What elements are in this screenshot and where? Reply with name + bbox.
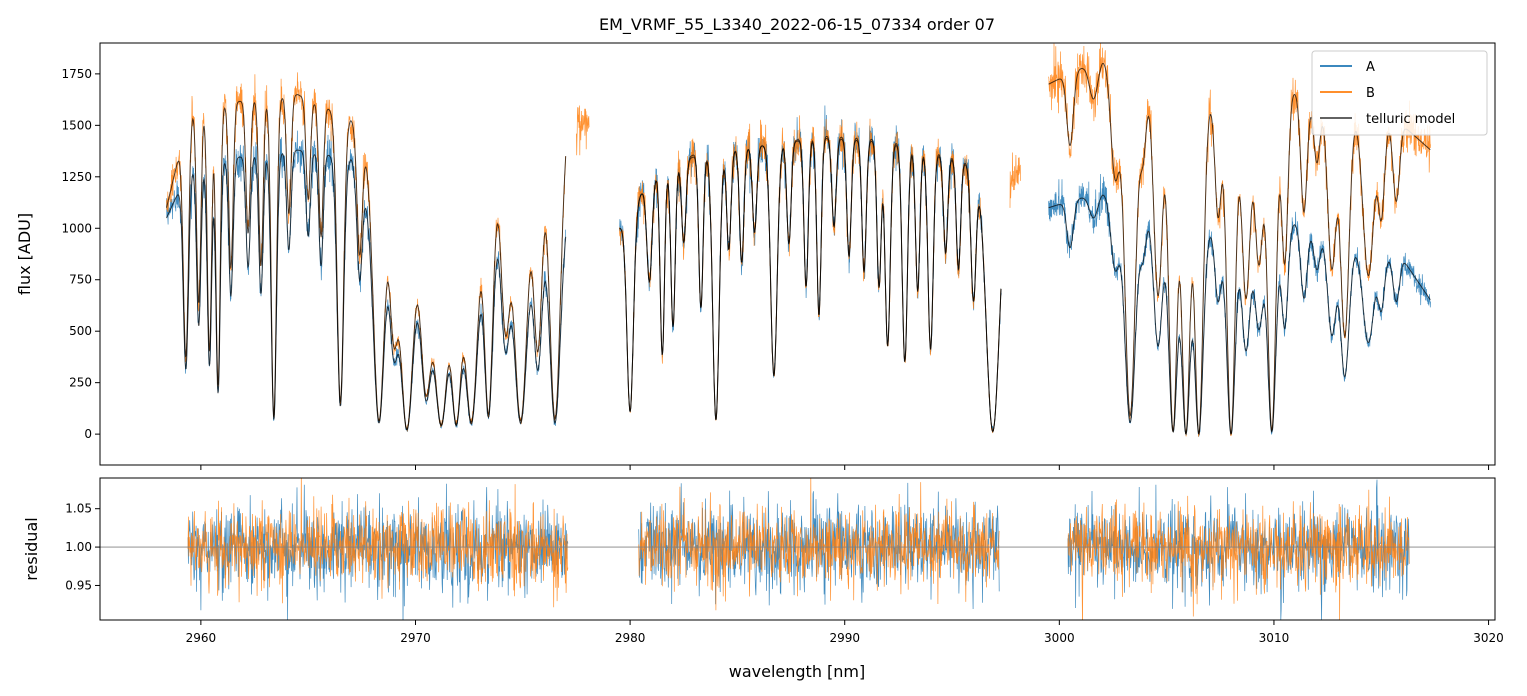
residual-b-segment-1 [638,478,1000,611]
top-y-tick-label-1000: 1000 [61,221,92,235]
bottom-x-tick-label-3000: 3000 [1044,631,1075,645]
series-b-segment-1 [576,105,590,156]
telluric-model-b-segment-4 [1048,63,1431,436]
top-y-ticks: 0 250 500 750 1000 1250 1500 1750 [61,67,100,441]
bottom-x-tick-label-2990: 2990 [829,631,860,645]
residual-a-segment-0 [187,483,569,620]
series-a-segment-4 [1048,173,1431,437]
legend-box [1311,50,1488,136]
telluric-model-b-segment-2 [619,138,1002,433]
bottom-x-tick-label-3010: 3010 [1259,631,1290,645]
top-y-tick-label-1500: 1500 [61,118,92,132]
bottom-axes-border [99,477,1496,621]
legend-label-model: telluric model [1366,112,1455,127]
top-y-tick-label-250: 250 [69,376,92,390]
bottom-y-tick-label-1.05: 1.05 [65,502,92,516]
top-y-axis-label: flux [ADU] [15,213,34,295]
chart-title: EM_VRMF_55_L3340_2022-06-15_07334 order … [599,15,995,35]
top-y-tick-label-500: 500 [69,324,92,338]
bottom-y-axis-label: residual [22,517,41,580]
bottom-panel: 0.95 1.00 1.05 2960 2970 2980 2990 3000 3010 302… [22,477,1504,681]
top-y-tick-label-750: 750 [69,273,92,287]
x-axis-label: wavelength [nm] [729,662,866,681]
bottom-x-tick-label-2980: 2980 [615,631,646,645]
top-axes-border [99,42,1496,466]
telluric-model-b-segment-0 [166,93,567,431]
top-x-ticks [200,465,1490,470]
top-panel: 0 250 500 750 1000 1250 1500 1750 flux [ADU] A … [15,42,1496,470]
bottom-x-tick-label-2970: 2970 [400,631,431,645]
series-b-segment-3 [1009,152,1021,208]
bottom-x-tick-label-2960: 2960 [186,631,217,645]
top-y-tick-label-0: 0 [84,427,92,441]
top-y-tick-label-1250: 1250 [61,170,92,184]
legend-label-b: B [1366,86,1375,101]
telluric-model-a-segment-0 [166,149,567,431]
bottom-x-tick-label-3020: 3020 [1473,631,1504,645]
bottom-x-ticks: 2960 2970 2980 2990 3000 3010 3020 [186,620,1504,645]
bottom-y-tick-label-1: 1.00 [65,540,92,554]
legend-label-a: A [1366,60,1375,75]
top-y-tick-label-1750: 1750 [61,67,92,81]
legend: A B telluric model [1311,50,1488,136]
bottom-series-group [100,478,1495,620]
bottom-y-tick-label-0.95: 0.95 [65,578,92,592]
telluric-model-a-segment-4 [1048,194,1431,436]
residual-b-segment-2 [1067,489,1410,620]
top-series-group [166,43,1431,438]
bottom-y-ticks: 0.95 1.00 1.05 [65,502,100,592]
